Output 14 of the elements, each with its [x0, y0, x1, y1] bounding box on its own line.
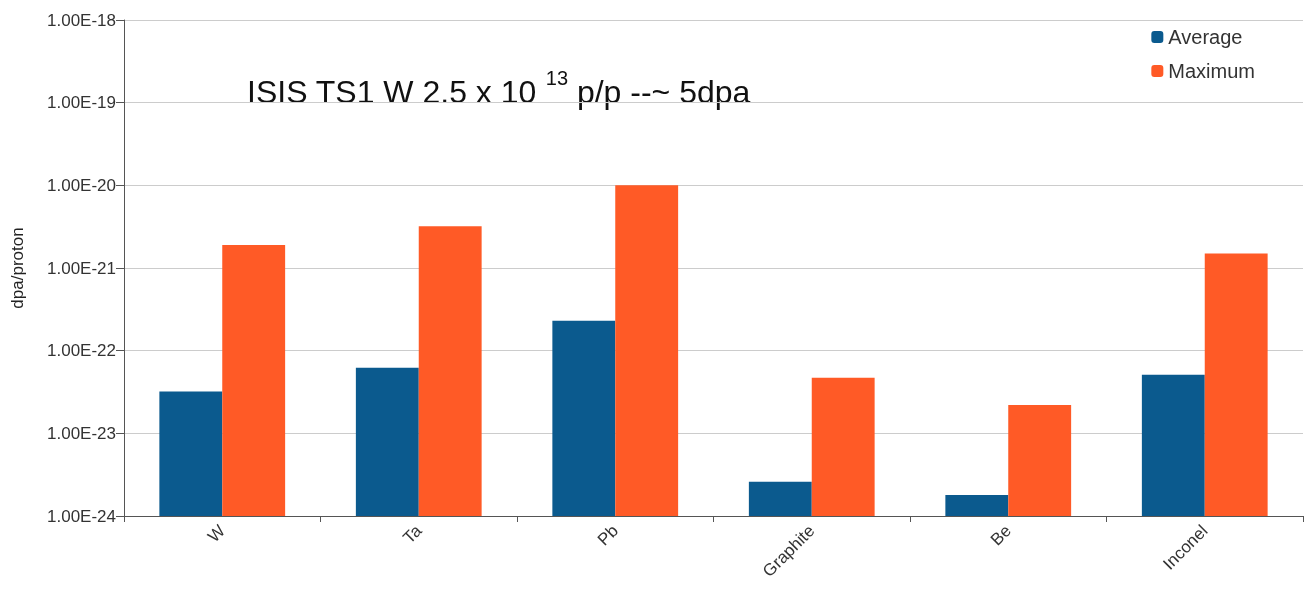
y-axis-title: dpa/proton [8, 227, 27, 309]
x-tick-label: Pb [593, 521, 622, 550]
y-tick-label: 1.00E-20 [47, 175, 116, 195]
y-tick-label: 1.00E-21 [47, 258, 116, 278]
x-tick-label: W [204, 521, 229, 547]
y-tick-label: 1.00E-19 [47, 93, 116, 113]
legend-label: Maximum [1168, 60, 1255, 82]
legend-label: Average [1168, 26, 1243, 48]
y-tick-label: 1.00E-23 [47, 423, 116, 443]
y-tick-label: 1.00E-18 [47, 10, 116, 30]
y-tick-label: 1.00E-22 [47, 341, 116, 361]
x-tick-label: Be [986, 521, 1015, 550]
y-tick-label: 1.00E-24 [47, 506, 116, 526]
x-tick-label: Ta [399, 520, 426, 548]
